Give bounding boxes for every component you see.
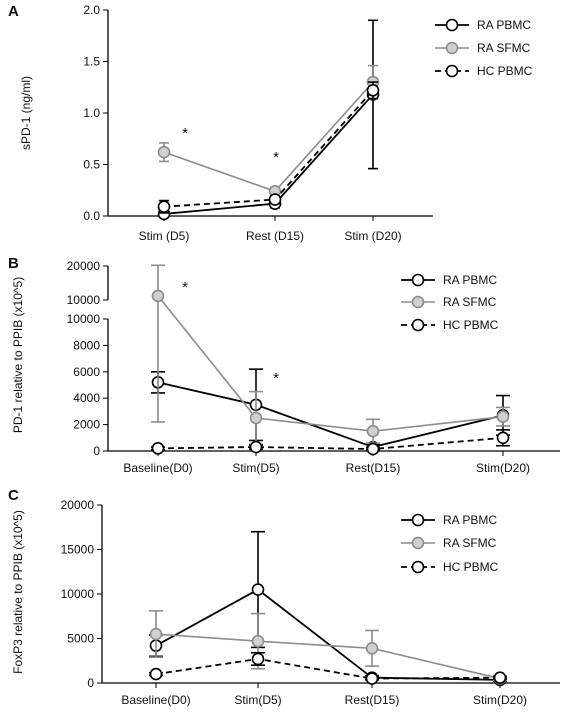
data-point — [251, 583, 265, 596]
series-line — [155, 633, 501, 680]
y-tick-label: 1.0 — [83, 106, 100, 120]
data-point — [157, 145, 171, 159]
y-tick-label: 0.0 — [83, 209, 100, 223]
series-line — [157, 436, 504, 450]
legend-label: HC PBMC — [443, 318, 499, 332]
legend-marker — [411, 318, 425, 332]
y-tick-label: 20000 — [67, 259, 101, 273]
x-tick-label: Baseline(D0) — [123, 461, 192, 475]
y-axis-label: FoxP3 relative to PPIB (x10^5) — [11, 510, 25, 674]
significance-star: * — [182, 279, 188, 296]
x-tick-label: Rest (D15) — [246, 229, 304, 243]
legend-label: HC PBMC — [443, 560, 499, 574]
legend-label: RA PBMC — [443, 273, 497, 287]
legend-marker — [445, 64, 459, 78]
legend-label: RA PBMC — [443, 513, 497, 527]
data-point — [268, 193, 282, 206]
legend-marker — [445, 41, 459, 55]
series-line — [157, 295, 504, 433]
x-tick-label: Rest(D15) — [345, 693, 400, 707]
y-tick-label: 6000 — [73, 365, 100, 379]
panel-letter: B — [8, 255, 19, 272]
panel-letter: C — [8, 487, 19, 504]
y-tick-label: 0 — [93, 444, 100, 458]
data-point — [149, 667, 163, 681]
series-line — [155, 658, 501, 680]
data-point — [151, 289, 165, 303]
series-line — [163, 81, 374, 193]
y-tick-label: 8000 — [73, 338, 100, 352]
y-tick-label: 20000 — [61, 498, 95, 512]
legend-label: RA PBMC — [477, 18, 531, 32]
series-line — [163, 93, 374, 215]
data-point — [496, 410, 510, 423]
data-point — [157, 200, 171, 214]
significance-star: * — [273, 370, 279, 387]
y-tick-label: 4000 — [73, 391, 100, 405]
legend-marker — [411, 273, 425, 287]
x-tick-label: Baseline(D0) — [121, 693, 190, 707]
legend-marker — [445, 18, 459, 32]
x-tick-label: Stim(D5) — [232, 461, 279, 475]
panel-letter: A — [8, 3, 19, 20]
legend-marker — [411, 513, 425, 527]
data-point — [496, 431, 510, 445]
y-tick-label: 2.0 — [83, 3, 100, 17]
legend-label: RA SFMC — [443, 295, 497, 309]
legend-label: RA SFMC — [477, 41, 531, 55]
data-point — [366, 84, 380, 97]
y-tick-label: 0.5 — [83, 158, 100, 172]
legend-marker — [411, 295, 425, 309]
x-tick-label: Stim (D20) — [344, 229, 401, 243]
data-point — [249, 411, 263, 425]
x-tick-label: Stim(D20) — [473, 693, 527, 707]
data-point — [366, 424, 380, 438]
legend-marker — [411, 560, 425, 574]
data-point — [493, 671, 507, 684]
y-tick-label: 1.5 — [83, 55, 100, 69]
legend-label: HC PBMC — [477, 64, 533, 78]
data-point — [365, 672, 379, 685]
data-point — [366, 442, 380, 456]
data-point — [151, 442, 165, 455]
y-tick-label: 10000 — [67, 312, 101, 326]
x-tick-label: Rest(D15) — [346, 461, 401, 475]
data-point — [251, 634, 265, 648]
y-axis-label: sPD-1 (ng/ml) — [19, 76, 33, 150]
series-line — [157, 381, 504, 448]
y-tick-label: 5000 — [67, 632, 94, 646]
significance-star: * — [273, 149, 279, 166]
data-point — [249, 440, 263, 454]
x-tick-label: Stim (D5) — [139, 229, 190, 243]
y-axis-label: PD-1 relative to PPIB (x10^5) — [11, 277, 25, 433]
legend-marker — [411, 536, 425, 550]
y-tick-label: 10000 — [67, 293, 101, 307]
data-point — [149, 627, 163, 641]
y-tick-label: 2000 — [73, 418, 100, 432]
x-tick-label: Stim(D5) — [234, 693, 281, 707]
x-tick-label: Stim(D20) — [476, 461, 530, 475]
legend-label: RA SFMC — [443, 536, 497, 550]
y-tick-label: 0 — [87, 676, 94, 690]
data-point — [365, 641, 379, 655]
y-tick-label: 10000 — [61, 587, 95, 601]
y-tick-label: 15000 — [61, 543, 95, 557]
significance-star: * — [182, 125, 188, 142]
data-point — [251, 652, 265, 666]
